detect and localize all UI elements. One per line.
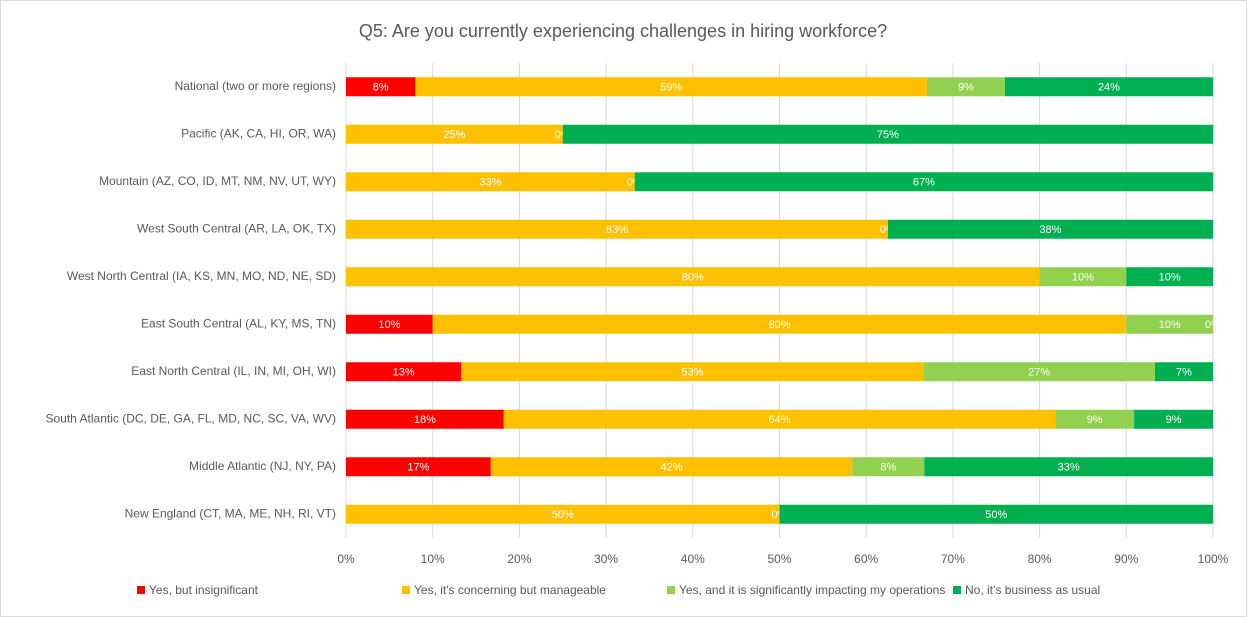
legend-swatch (953, 586, 961, 594)
value-label: 18% (414, 414, 436, 426)
bar-segment (924, 457, 1213, 477)
value-label: 38% (1039, 224, 1061, 236)
value-label: 50% (985, 509, 1007, 521)
value-label: 27% (1028, 367, 1050, 379)
value-label: 42% (661, 462, 683, 474)
value-label: 10% (378, 319, 400, 331)
value-label: 33% (479, 177, 501, 189)
legend-label: Yes, but insignificant (149, 583, 259, 597)
x-tick-label: 60% (854, 552, 878, 566)
bar-segment (779, 504, 1213, 524)
x-tick-label: 10% (421, 552, 445, 566)
bar-segment (346, 362, 462, 382)
legend-label: Yes, and it is significantly impacting m… (679, 583, 945, 597)
value-label: 59% (660, 82, 682, 94)
value-label: 10% (1159, 319, 1181, 331)
y-tick-label: South Atlantic (DC, DE, GA, FL, MD, NC, … (45, 411, 336, 425)
value-label: 24% (1098, 82, 1120, 94)
y-tick-label: National (two or more regions) (175, 79, 336, 93)
bar-segment (1055, 409, 1135, 429)
value-label: 7% (1176, 367, 1192, 379)
legend-label: No, it’s business as usual (965, 583, 1100, 597)
bar-segment (1154, 362, 1213, 382)
x-tick-label: 50% (767, 552, 791, 566)
bar-segment (346, 409, 504, 429)
value-label: 33% (1058, 462, 1080, 474)
value-label: 9% (1087, 414, 1103, 426)
value-label: 75% (877, 129, 899, 141)
value-label: 80% (768, 319, 790, 331)
legend-label: Yes, it's concerning but manageable (414, 583, 606, 597)
legend-swatch (137, 586, 145, 594)
y-tick-label: West South Central (AR, LA, OK, TX) (137, 221, 336, 235)
bar-segment (346, 267, 1040, 287)
x-tick-label: 100% (1198, 552, 1229, 566)
chart-title: Q5: Are you currently experiencing chall… (359, 21, 887, 41)
value-label: 25% (443, 129, 465, 141)
x-tick-label: 20% (507, 552, 531, 566)
x-tick-label: 30% (594, 552, 618, 566)
x-tick-label: 90% (1114, 552, 1138, 566)
value-label: 53% (681, 367, 703, 379)
x-tick-label: 70% (941, 552, 965, 566)
y-tick-label: Middle Atlantic (NJ, NY, PA) (189, 459, 336, 473)
bar-segment (461, 362, 924, 382)
y-tick-label: East South Central (AL, KY, MS, TN) (141, 316, 336, 330)
value-label: 9% (1166, 414, 1182, 426)
bar-segment (432, 314, 1127, 334)
value-label: 50% (552, 509, 574, 521)
bar-segment (415, 77, 927, 97)
bar-segment (1004, 77, 1213, 97)
bar-segment (1134, 409, 1213, 429)
value-label: 63% (606, 224, 628, 236)
bar-segment (562, 124, 1213, 144)
bar-segment (923, 362, 1155, 382)
value-label: 10% (1072, 272, 1094, 284)
legend-swatch (402, 586, 410, 594)
value-label: 13% (393, 367, 415, 379)
value-label: 64% (768, 414, 790, 426)
legend-swatch (667, 586, 675, 594)
value-label: 17% (407, 462, 429, 474)
value-label: 67% (913, 177, 935, 189)
bar-segment (346, 124, 563, 144)
bar-segment (1039, 267, 1127, 287)
y-tick-label: Pacific (AK, CA, HI, OR, WA) (181, 126, 336, 140)
y-tick-label: West North Central (IA, KS, MN, MO, ND, … (67, 269, 336, 283)
bar-segment (852, 457, 925, 477)
value-label: 9% (958, 82, 974, 94)
bar-segment (503, 409, 1056, 429)
bar-segment (346, 77, 416, 97)
y-tick-label: Mountain (AZ, CO, ID, MT, NM, NV, UT, WY… (99, 174, 336, 188)
value-label: 10% (1159, 272, 1181, 284)
x-tick-label: 40% (681, 552, 705, 566)
bar-segment (346, 504, 780, 524)
x-tick-label: 0% (337, 552, 355, 566)
bar-segment (1126, 267, 1213, 287)
x-tick-label: 80% (1028, 552, 1052, 566)
y-tick-label: East North Central (IL, IN, MI, OH, WI) (131, 364, 336, 378)
value-label: 8% (880, 462, 896, 474)
value-label: 80% (682, 272, 704, 284)
bar-segment (346, 172, 635, 192)
bar-segment (346, 314, 433, 334)
value-label: 0% (1205, 319, 1221, 331)
bar-segment (346, 457, 491, 477)
y-tick-label: New England (CT, MA, ME, NH, RI, VT) (125, 506, 336, 520)
bar-segment (634, 172, 1213, 192)
bar-segment (887, 219, 1213, 239)
bar-segment (346, 219, 888, 239)
bar-segment (1126, 314, 1213, 334)
value-label: 8% (373, 82, 389, 94)
bar-segment (926, 77, 1005, 97)
bar-segment (490, 457, 853, 477)
